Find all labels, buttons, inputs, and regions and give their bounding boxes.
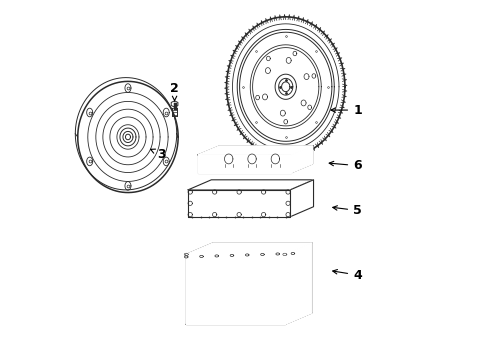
Polygon shape: [186, 313, 311, 324]
Text: 6: 6: [328, 159, 361, 172]
Polygon shape: [198, 146, 312, 155]
Polygon shape: [198, 155, 290, 173]
Polygon shape: [187, 180, 313, 190]
Polygon shape: [285, 243, 311, 324]
Text: 4: 4: [332, 269, 361, 282]
Text: 2: 2: [170, 82, 179, 101]
Polygon shape: [186, 255, 285, 324]
Text: 3: 3: [150, 148, 165, 161]
Polygon shape: [290, 180, 313, 217]
Text: 1: 1: [330, 104, 361, 117]
Polygon shape: [191, 250, 301, 260]
Polygon shape: [290, 146, 312, 173]
Polygon shape: [186, 243, 311, 255]
Polygon shape: [187, 190, 290, 217]
Text: 5: 5: [332, 204, 361, 217]
Polygon shape: [192, 194, 285, 212]
